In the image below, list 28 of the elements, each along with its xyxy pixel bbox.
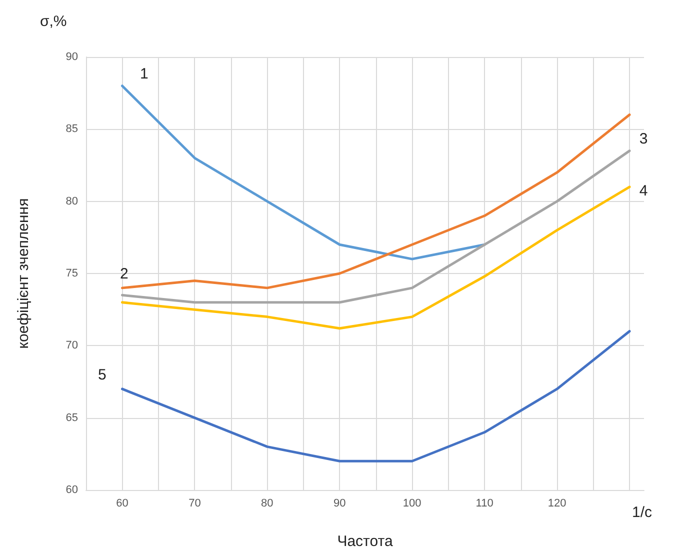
series-label: 4 — [639, 182, 648, 200]
y-tick-label: 85 — [66, 123, 78, 136]
x-tick-label: 60 — [116, 498, 128, 510]
y-tick-label: 70 — [66, 340, 78, 352]
line-series — [120, 150, 631, 304]
y-tick-label: 60 — [66, 484, 78, 496]
series-label: 1 — [140, 65, 148, 82]
line-series — [120, 330, 631, 462]
line-series — [120, 84, 486, 260]
series-label: 3 — [639, 130, 648, 148]
line-series — [120, 113, 631, 290]
line-series — [120, 186, 631, 330]
y-tick-label: 80 — [66, 195, 78, 208]
x-tick-label: 80 — [261, 498, 274, 510]
text: 1/с — [632, 504, 652, 521]
x-tick-label: 110 — [476, 498, 494, 510]
text: σ,% — [40, 13, 67, 30]
x-tick-label: 70 — [188, 498, 201, 510]
y-tick-label: 65 — [66, 412, 78, 424]
series-label: 2 — [120, 265, 128, 282]
x-tick-label: 90 — [334, 498, 346, 510]
x-axis-title: Частота — [337, 533, 394, 550]
x-tick-label: 120 — [548, 498, 566, 510]
series-label: 5 — [98, 366, 106, 384]
y-axis-title: коефіцієнт зчеплення — [15, 198, 32, 349]
y-tick-label: 75 — [66, 268, 78, 280]
y-tick-label: 90 — [66, 51, 78, 63]
x-tick-label: 100 — [402, 498, 422, 510]
